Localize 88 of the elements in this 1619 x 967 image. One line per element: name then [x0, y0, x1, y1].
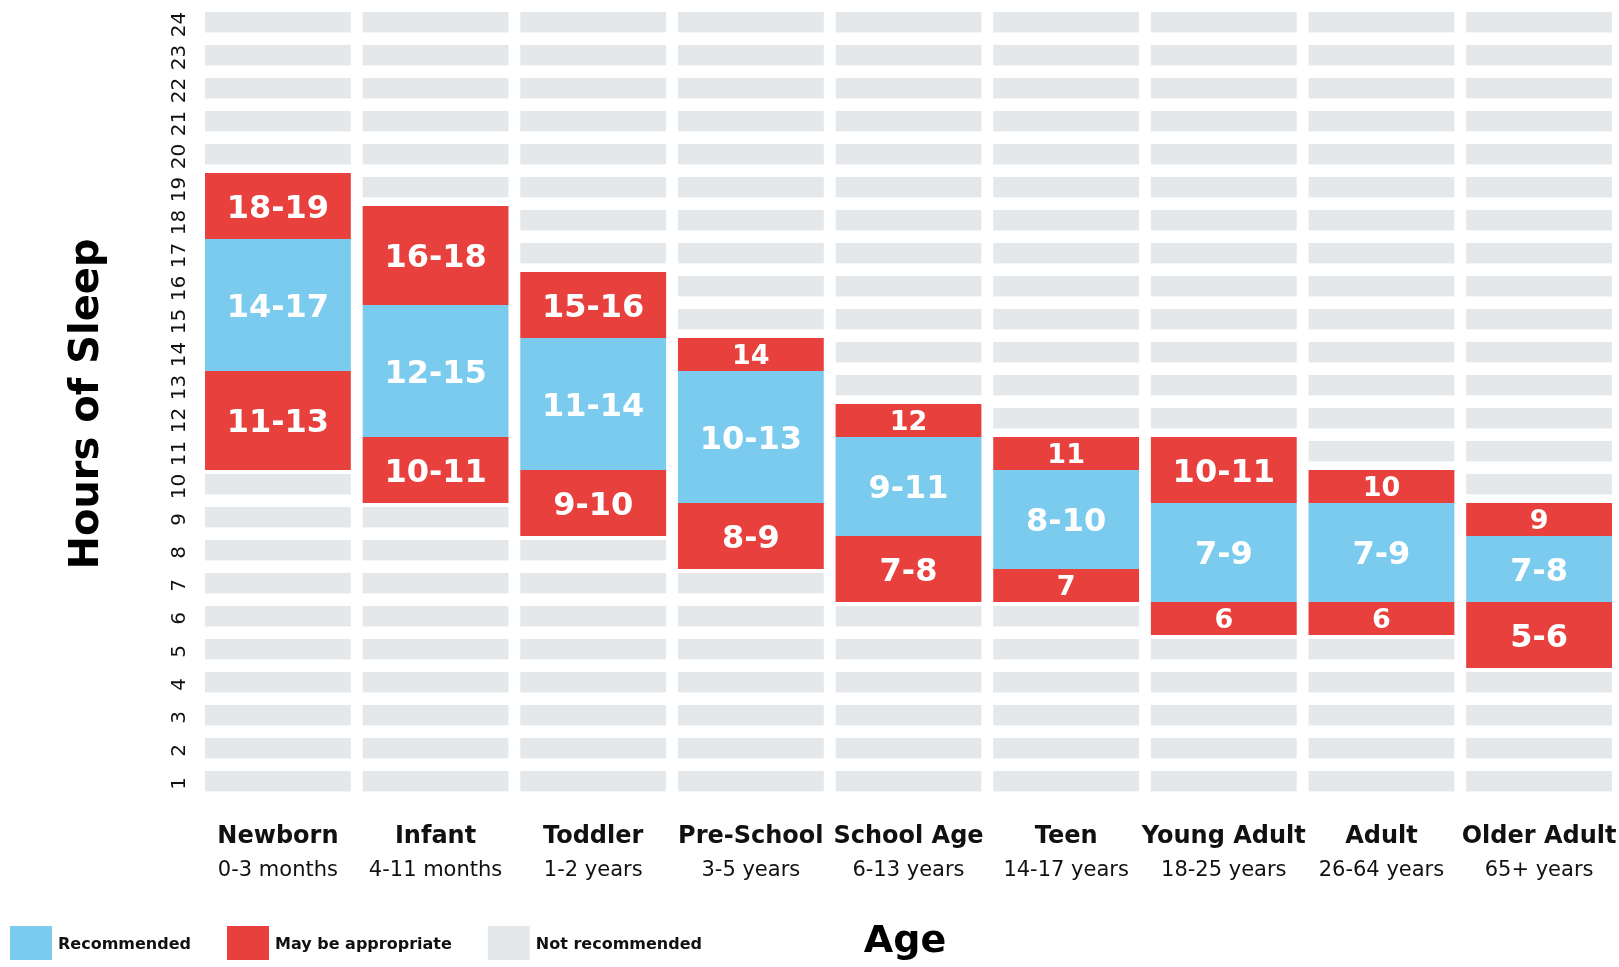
y-tick-label: 4: [166, 678, 190, 691]
annotation: 9-11: [868, 468, 949, 507]
y-tick-label: 13: [166, 374, 190, 401]
y-tick-label: 17: [166, 242, 190, 269]
x-tick-label: Pre-School 3-5 years: [678, 821, 824, 881]
bar: [362, 305, 509, 437]
bar: [205, 239, 351, 371]
annotation: 15-16: [542, 286, 645, 325]
x-tick-label: Adult 26-64 years: [1318, 821, 1445, 881]
y-tick-label: 5: [166, 645, 190, 658]
y-tick-label: 6: [166, 612, 190, 625]
annotation: 11: [1047, 438, 1085, 470]
bar: [677, 503, 824, 569]
annotation: 11-13: [226, 402, 330, 441]
y-tick-label: 11: [166, 440, 190, 467]
bar: [520, 470, 667, 536]
annotation: 10-13: [699, 418, 803, 457]
bar: [205, 371, 351, 470]
annotation: 7-8: [1510, 550, 1568, 589]
y-tick-label: 1: [166, 777, 190, 790]
bar: [993, 569, 1140, 602]
x-tick-label: School Age 6-13 years: [833, 821, 984, 881]
legend-label: May be appropriate: [275, 933, 452, 953]
annotation: 14-17: [226, 286, 330, 325]
annotation: 9: [1529, 504, 1549, 536]
bar: [1466, 602, 1612, 668]
y-tick-label: 21: [166, 110, 190, 137]
annotation: 9-10: [553, 484, 634, 523]
annotation: 7-9: [1352, 534, 1411, 573]
bar: [1308, 602, 1455, 635]
y-tick-label: 9: [166, 513, 190, 526]
annotation: 14: [732, 339, 770, 371]
bar: [1308, 503, 1455, 602]
annotation: 16-18: [384, 237, 487, 276]
bar: [1150, 602, 1297, 635]
x-tick-label: Infant 4-11 months: [368, 821, 503, 881]
annotation: 8-10: [1026, 501, 1107, 540]
x-axis-title: Age: [863, 917, 947, 961]
annotation: 12: [889, 405, 928, 437]
bar: [835, 536, 982, 602]
annotation: 6: [1214, 603, 1234, 635]
annotation: 10-11: [1172, 451, 1275, 490]
bar: [362, 206, 509, 305]
bar: [1466, 536, 1612, 602]
y-tick-label: 15: [166, 308, 190, 335]
x-tick-label: Toddler 1-2 years: [543, 821, 644, 881]
y-tick-label: 22: [166, 77, 190, 104]
y-tick-label: 18: [166, 209, 190, 236]
y-tick-label: 2: [166, 744, 190, 757]
y-tick-label: 7: [166, 579, 190, 592]
annotation: 5-6: [1510, 616, 1568, 655]
y-tick-label: 3: [166, 711, 190, 724]
legend-label: Not recommended: [535, 933, 702, 953]
annotation: 8-9: [721, 517, 780, 556]
y-tick-label: 24: [166, 11, 190, 38]
x-tick-label: Teen 14-17 years: [1003, 821, 1129, 881]
annotation: 6: [1372, 603, 1391, 635]
bar: [677, 338, 824, 371]
y-tick-label: 12: [166, 407, 190, 434]
bar: [1150, 503, 1297, 602]
y-tick-label: 23: [166, 44, 190, 71]
bar: [677, 371, 824, 503]
x-tick-label: Young Adult 18-25 years: [1140, 821, 1306, 881]
annotation: 7-9: [1194, 534, 1253, 573]
annotation: 10-11: [384, 451, 487, 490]
bar: [1466, 503, 1612, 536]
x-tick-label: Older Adult 65+ years: [1461, 821, 1617, 881]
y-tick-label: 20: [166, 143, 190, 170]
x-tick-label: Newborn 0-3 months: [217, 821, 339, 881]
annotation: 18-19: [226, 187, 330, 226]
annotation: 11-14: [542, 385, 645, 424]
y-tick-label: 10: [166, 473, 190, 500]
annotation: 10: [1362, 471, 1401, 503]
y-axis-title: Hours of Sleep: [61, 238, 107, 570]
bar: [520, 338, 667, 470]
annotation: 7: [1056, 570, 1076, 602]
bar: [993, 437, 1140, 470]
annotation: 7-8: [879, 550, 938, 589]
y-tick-label: 8: [166, 546, 190, 559]
y-tick-label: 16: [166, 275, 190, 302]
bar: [1308, 470, 1455, 503]
y-tick-label: 19: [166, 176, 190, 203]
bar: [835, 437, 982, 536]
legend-label: Recommended: [58, 933, 191, 953]
bar: [835, 404, 982, 437]
y-tick-label: 14: [166, 341, 190, 368]
bar: [993, 470, 1140, 569]
annotation: 12-15: [384, 352, 487, 391]
